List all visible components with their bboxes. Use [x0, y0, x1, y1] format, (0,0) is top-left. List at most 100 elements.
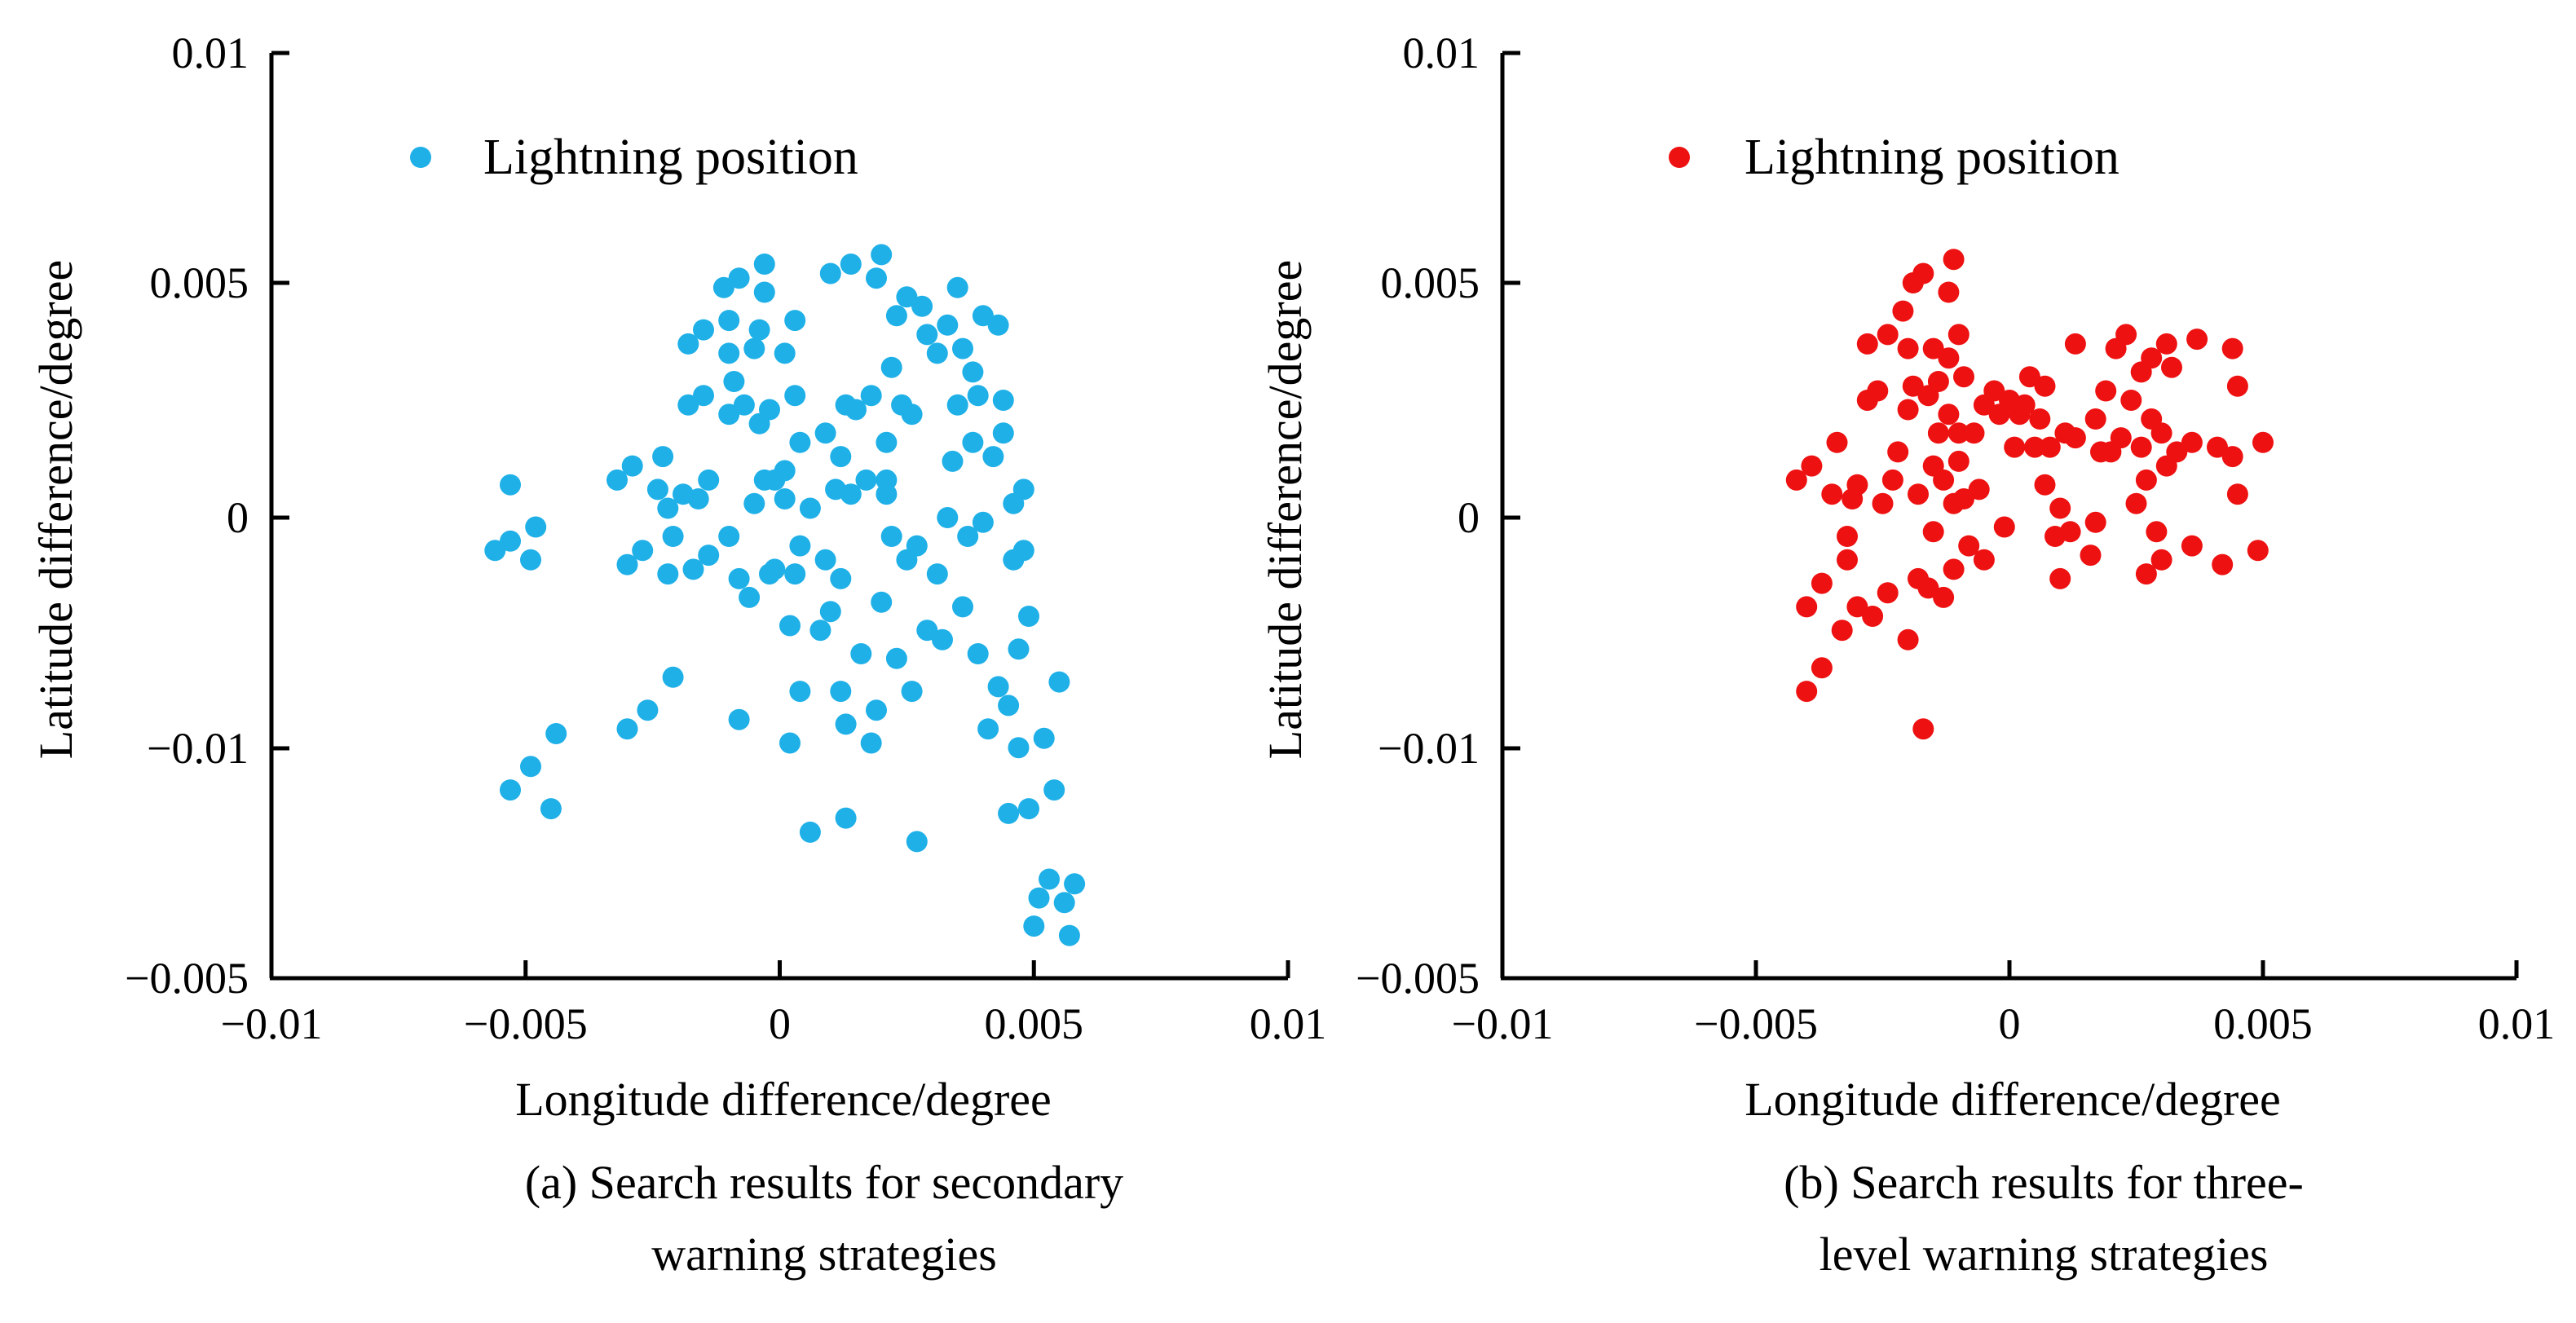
panel-b-y-tick-label: −0.01 [1378, 724, 1480, 773]
data-point [718, 526, 740, 547]
data-point [809, 620, 831, 642]
data-point [880, 526, 902, 547]
data-point [1933, 586, 1955, 608]
data-point [616, 553, 638, 576]
data-point [1938, 347, 1960, 369]
data-point [789, 681, 811, 703]
data-point [911, 295, 933, 317]
panel-a-y-tick-label: 0.01 [172, 29, 249, 77]
panel-b: −0.01 −0.005 0 0.005 0.010.010.0050−0.01−0.0… [1259, 29, 2555, 1281]
data-point [2029, 408, 2051, 430]
panel-b-y-tick-label: 0.005 [1381, 258, 1480, 307]
data-point [2014, 394, 2036, 416]
data-point [677, 333, 699, 355]
data-point [784, 310, 806, 332]
data-point [998, 802, 1020, 824]
data-point [885, 305, 907, 327]
data-point [1963, 422, 1985, 444]
data-point [1058, 924, 1080, 946]
data-point [1856, 333, 1878, 355]
data-point [906, 535, 928, 557]
data-point [2018, 366, 2040, 388]
data-point [946, 276, 968, 298]
data-point [1801, 455, 1823, 477]
data-point [926, 342, 948, 364]
data-point [1912, 262, 1934, 284]
data-point [2024, 436, 2046, 458]
data-point [1973, 549, 1995, 571]
data-point [662, 526, 684, 547]
data-point [2084, 511, 2106, 533]
data-point [1846, 596, 1868, 618]
data-point [1831, 620, 1853, 642]
data-point [1028, 887, 1050, 909]
data-point [1897, 399, 1919, 421]
data-point [2155, 333, 2177, 355]
data-point [2252, 431, 2274, 453]
data-point [1887, 441, 1909, 463]
data-point [2212, 553, 2234, 576]
data-point [1862, 606, 1884, 627]
data-point [637, 699, 659, 721]
data-point [520, 756, 541, 778]
data-point [789, 535, 811, 557]
data-point [1993, 516, 2015, 538]
panel-b-caption-line-1: (b) Search results for three- [1784, 1156, 2304, 1209]
data-point [500, 779, 521, 801]
data-point [1018, 798, 1039, 820]
data-point [1872, 492, 1894, 514]
data-point [774, 488, 796, 509]
data-point [1947, 324, 1969, 346]
data-point [718, 342, 740, 364]
data-point [2166, 441, 2188, 463]
data-point [1867, 380, 1889, 402]
data-point [677, 394, 699, 416]
data-point [1821, 483, 1843, 505]
data-point [759, 399, 780, 421]
data-point [687, 488, 709, 509]
data-point [784, 563, 806, 585]
data-point [718, 310, 740, 332]
data-point [1811, 657, 1833, 679]
data-point [2034, 375, 2056, 397]
data-point [835, 807, 857, 829]
data-point [866, 699, 887, 721]
panel-a-x-tick-label: 0.005 [985, 999, 1084, 1048]
data-point [779, 615, 801, 637]
data-point [830, 567, 852, 589]
data-point [901, 404, 923, 426]
data-point [1943, 558, 1965, 580]
data-point [799, 821, 821, 843]
panel-a-x-tick-label: 0 [769, 999, 791, 1048]
data-point [835, 713, 857, 735]
data-point [871, 591, 893, 613]
data-point [987, 676, 1009, 698]
data-point [2064, 427, 2086, 449]
data-point [2161, 356, 2182, 378]
data-point [682, 558, 704, 580]
data-point [2110, 427, 2132, 449]
panel-b-y-tick-label: 0 [1458, 493, 1480, 542]
data-point [2221, 337, 2243, 359]
data-point [799, 497, 821, 519]
data-point [1043, 779, 1065, 801]
data-point [967, 643, 989, 664]
data-point [2034, 474, 2056, 496]
data-point [2226, 483, 2248, 505]
data-point [733, 394, 755, 416]
data-point [1064, 873, 1086, 895]
data-point [952, 596, 973, 618]
data-point [607, 469, 628, 491]
data-point [937, 314, 959, 336]
data-point [942, 450, 964, 472]
data-point [2135, 469, 2157, 491]
data-point [2226, 375, 2248, 397]
panel-a-legend-label: Lightning position [483, 130, 858, 185]
data-point [1922, 337, 1944, 359]
data-point [1938, 281, 1960, 303]
data-point [840, 254, 862, 275]
data-point [2120, 390, 2142, 411]
data-point [1927, 371, 1949, 392]
data-point [860, 385, 882, 407]
data-point [693, 319, 714, 341]
